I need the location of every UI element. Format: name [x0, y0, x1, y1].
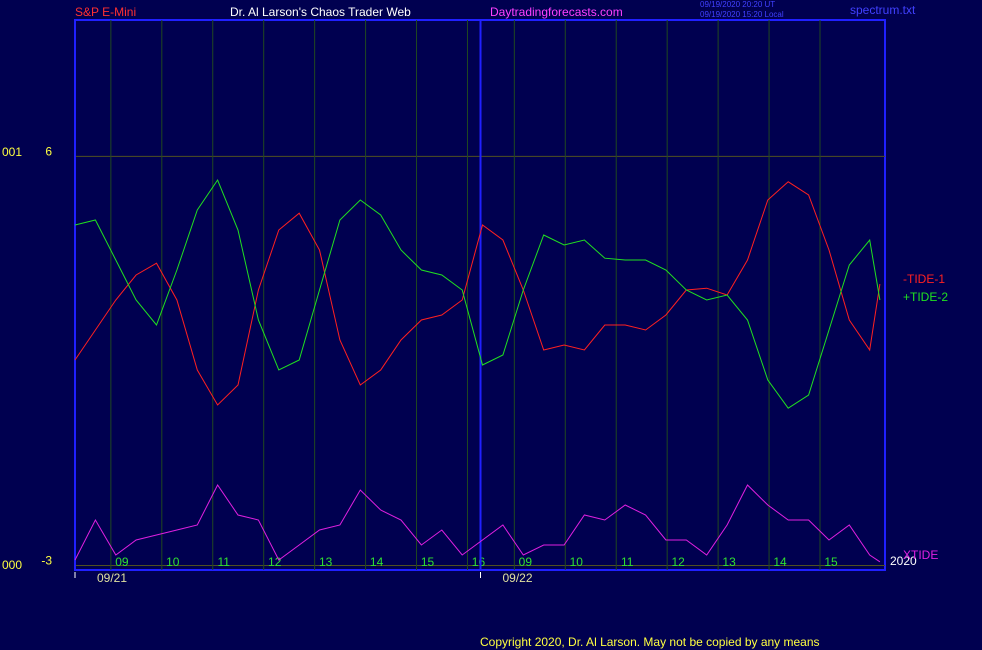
series-line	[74, 178, 881, 409]
date-label: 09/22	[503, 571, 533, 585]
y-tick-label: 6	[45, 145, 52, 159]
date-label: 09/21	[97, 571, 127, 585]
x-tick-label: 12	[671, 555, 685, 569]
left-label: 000	[2, 558, 22, 572]
x-tick-label: 09	[519, 555, 533, 569]
x-tick-label: 10	[570, 555, 584, 569]
x-tick-label: 14	[370, 555, 384, 569]
series-line	[74, 181, 881, 406]
site-label: Daytradingforecasts.com	[490, 5, 623, 19]
y-tick-label: -3	[41, 554, 52, 568]
x-tick-label: 09	[115, 555, 129, 569]
left-label: 001	[2, 145, 22, 159]
x-tick-label: 10	[166, 555, 180, 569]
x-tick-label: 11	[621, 555, 634, 569]
x-tick-label: 15	[824, 555, 838, 569]
series-line	[74, 484, 881, 563]
x-tick-label: 12	[268, 555, 282, 569]
x-tick-label: 15	[421, 555, 435, 569]
year-label: 2020	[890, 554, 917, 568]
legend-label: -TIDE-1	[903, 272, 945, 286]
file-label: spectrum.txt	[850, 3, 916, 17]
ut-time: 09/19/2020 20:20 UT	[700, 0, 775, 9]
x-tick-label: 16	[472, 555, 486, 569]
copyright: Copyright 2020, Dr. Al Larson. May not b…	[480, 635, 820, 649]
x-tick-label: 14	[773, 555, 787, 569]
x-tick-label: 13	[319, 555, 333, 569]
legend-label: +TIDE-2	[903, 290, 948, 304]
x-tick-label: 11	[218, 555, 231, 569]
legend-label: XTIDE	[903, 548, 938, 562]
local-time: 09/19/2020 15:20 Local	[700, 10, 784, 19]
market-label: S&P E-Mini	[75, 5, 136, 19]
chart-title: Dr. Al Larson's Chaos Trader Web	[230, 5, 411, 19]
x-tick-label: 13	[722, 555, 736, 569]
